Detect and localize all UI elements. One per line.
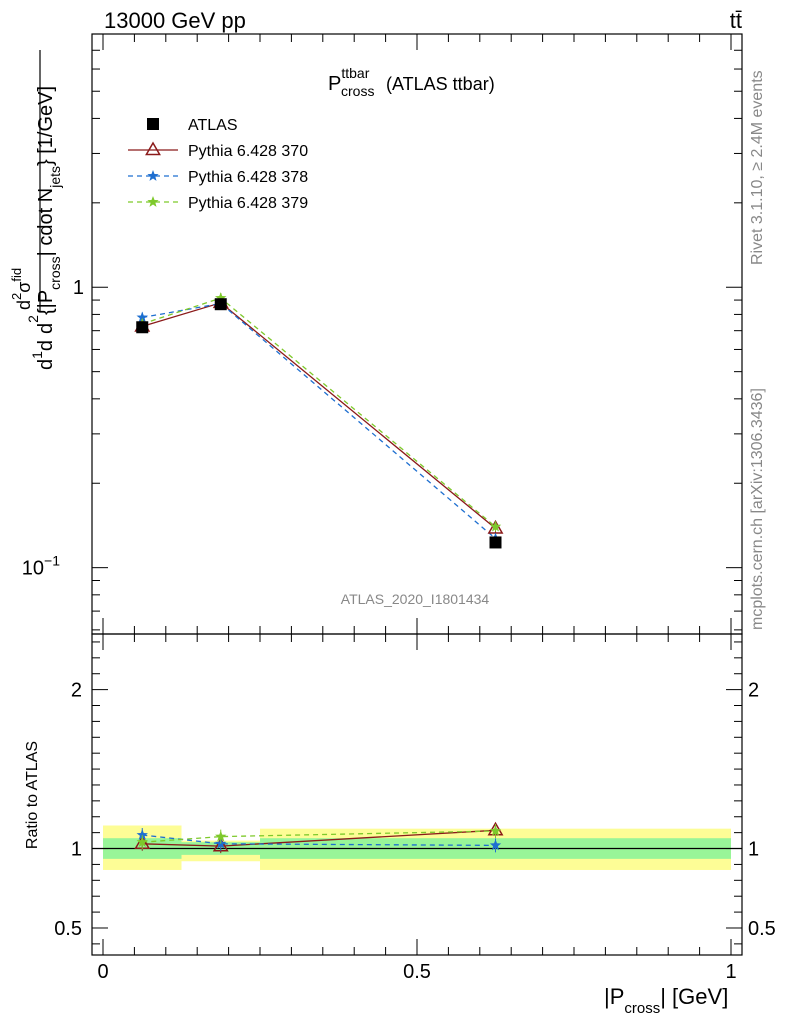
- main-point-atlas: [489, 536, 502, 549]
- ratio-series-markers: [134, 821, 504, 854]
- ratio-line-pythia-6-428-378: [142, 834, 496, 847]
- main-point-pythia-6-428-378: [136, 311, 148, 323]
- main-y-tick-label: 1: [73, 277, 84, 299]
- rivet-label: Rivet 3.1.10, ≥ 2.4M events: [749, 70, 766, 265]
- main-y-tick-label: 10−1: [22, 553, 60, 580]
- legend-label: Pythia 6.428 370: [188, 143, 308, 160]
- ratio-frame-rect: [91, 633, 743, 956]
- legend-marker: [145, 141, 161, 156]
- legend-item-pythia-6-428-370: Pythia 6.428 370: [128, 141, 308, 160]
- main-point-pythia-6-428-379: [489, 520, 502, 532]
- main-series-markers: [134, 292, 504, 549]
- legend-marker: [147, 118, 159, 130]
- ratio-line-pythia-6-428-379: [142, 830, 496, 843]
- mcplots-label: mcplots.cern.ch [arXiv:1306.3436]: [749, 388, 766, 630]
- ratio-y-tick-label-left: 1: [71, 839, 82, 861]
- svg-text:d2σfid: d2σfid: [9, 268, 34, 310]
- legend: ATLAS Pythia 6.428 370 Pythia 6.428 378 Pyt…: [128, 117, 308, 212]
- x-axis-label-post: | [GeV]: [660, 984, 728, 1009]
- svg-text:d1dd2{|Pcross| cdot Njets} [1/: d1dd2{|Pcross| cdot Njets} [1/GeV]: [25, 86, 63, 370]
- ratio-y-axis-label: Ratio to ATLAS: [24, 741, 41, 849]
- x-tick-label: 0: [97, 961, 108, 983]
- main-line-pythia-6-428-378: [142, 302, 496, 540]
- main-point-atlas: [136, 321, 149, 334]
- legend-marker: [147, 196, 159, 207]
- legend-item-pythia-6-428-378: Pythia 6.428 378: [128, 169, 308, 186]
- ratio-y-tick-label-right: 1: [748, 839, 759, 861]
- plot-title-sup: ttbar: [341, 65, 369, 81]
- x-axis-label: |Pcross| [GeV]: [604, 984, 728, 1017]
- header-left: 13000 GeV pp: [104, 8, 246, 33]
- main-point-pythia-6-428-379: [215, 292, 227, 303]
- ratio-y-tick-label-right: 2: [748, 680, 759, 702]
- ratio-point-pythia-6-428-379: [489, 825, 502, 836]
- plot-title-main: P: [328, 73, 341, 95]
- legend-item-atlas: ATLAS: [147, 117, 238, 134]
- legend-label: Pythia 6.428 379: [188, 195, 308, 212]
- legend-item-pythia-6-428-379: Pythia 6.428 379: [128, 195, 308, 212]
- ratio-point-pythia-6-428-379: [136, 836, 148, 847]
- x-axis-label-sub: cross: [624, 1000, 660, 1017]
- plot-title: Pttbar: [328, 65, 370, 95]
- ratio-y-tick-label-right: 0.5: [748, 918, 776, 940]
- ratio-point-pythia-6-428-379: [215, 830, 227, 842]
- main-panel-frame: 1 10−1: [22, 33, 743, 635]
- ratio-point-pythia-6-428-378: [136, 829, 148, 840]
- analysis-id: ATLAS_2020_I1801434: [341, 591, 490, 607]
- ratio-point-pythia-6-428-378: [489, 839, 502, 851]
- header-right: tt̄: [730, 8, 742, 33]
- legend-label: Pythia 6.428 378: [188, 169, 308, 186]
- main-series-lines: [142, 297, 496, 540]
- main-y-axis-label: d1dd2{|Pcross| cdot Njets} [1/GeV] d2σfi…: [9, 50, 63, 370]
- plot-title-sub: cross: [341, 83, 374, 99]
- x-axis-label-pre: |P: [604, 984, 624, 1009]
- x-tick-label: 0.5: [403, 961, 431, 983]
- ratio-y-tick-label-left: 0.5: [54, 918, 82, 940]
- plot-title-suffix: (ATLAS ttbar): [386, 74, 495, 94]
- ratio-panel-frame: 0.5 0.5 1 1 2 2 0 0.5 1: [54, 633, 776, 983]
- main-point-atlas: [214, 298, 227, 311]
- x-tick-label: 1: [725, 961, 736, 983]
- main-line-pythia-6-428-370: [142, 302, 496, 529]
- legend-label: ATLAS: [188, 117, 238, 134]
- ratio-y-tick-label-left: 2: [71, 680, 82, 702]
- legend-marker: [147, 170, 159, 181]
